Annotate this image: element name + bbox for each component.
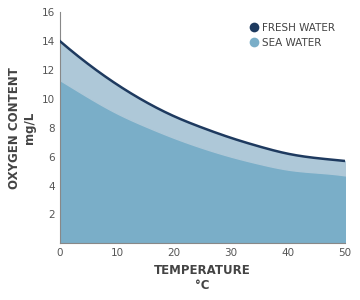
Legend: FRESH WATER, SEA WATER: FRESH WATER, SEA WATER bbox=[246, 17, 340, 53]
X-axis label: TEMPERATURE
°C: TEMPERATURE °C bbox=[154, 264, 251, 292]
Y-axis label: OXYGEN CONTENT
mg/L: OXYGEN CONTENT mg/L bbox=[8, 67, 36, 189]
